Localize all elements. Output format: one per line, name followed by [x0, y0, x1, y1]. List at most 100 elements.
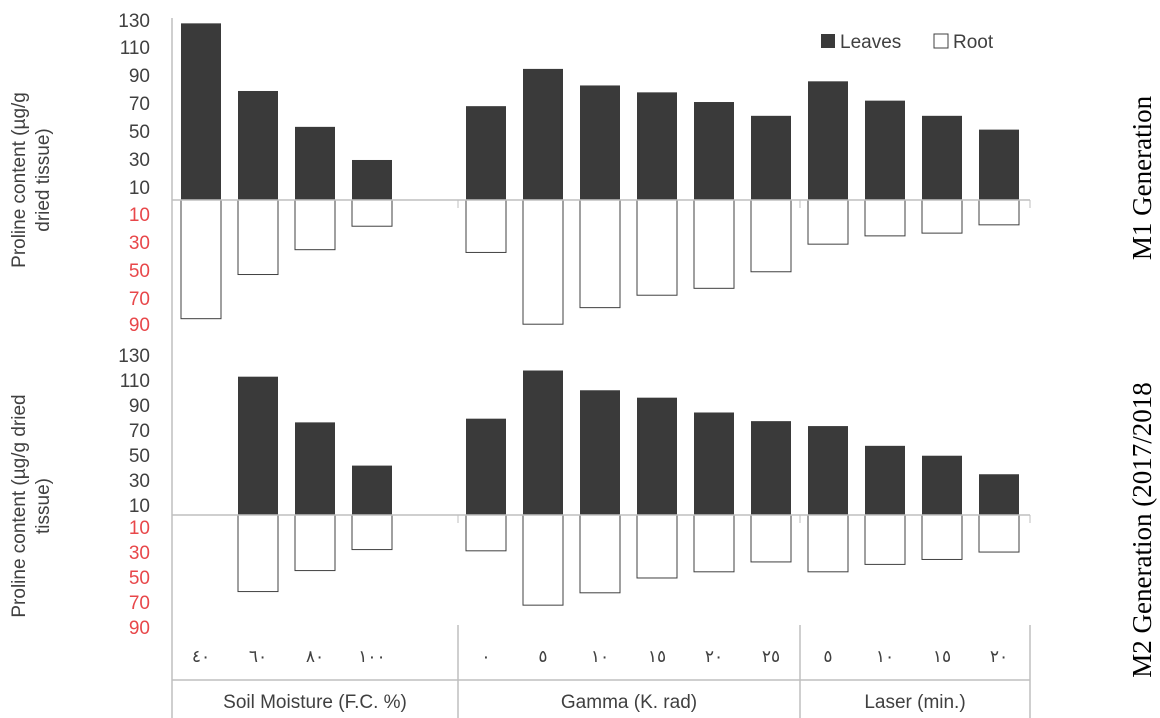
- y-tick-label-negative: 50: [129, 261, 150, 282]
- category-label: ٨٠: [306, 647, 324, 667]
- root-bar: [807, 199, 849, 245]
- root-bar: [921, 199, 963, 234]
- root-bar: [294, 514, 336, 572]
- y-tick-label: 90: [129, 66, 150, 87]
- y-tick-label-negative: 10: [129, 518, 150, 539]
- y-tick-label-negative: 70: [129, 289, 150, 310]
- leaves-bar: [637, 92, 677, 200]
- panel-label: M1 Generation: [1127, 95, 1157, 260]
- leaves-bar: [979, 474, 1019, 515]
- leaves-bar: [295, 126, 335, 200]
- root-bar: [636, 514, 678, 579]
- y-tick-label-negative: 10: [129, 205, 150, 226]
- category-label: ٠: [481, 647, 490, 667]
- y-tick-label-negative: 50: [129, 568, 150, 589]
- y-tick-label: 10: [129, 496, 150, 517]
- root-bar: [978, 514, 1020, 553]
- category-label: ١٥: [648, 647, 666, 667]
- y-tick-label: 90: [129, 396, 150, 417]
- root-bar: [351, 514, 393, 551]
- leaves-bar: [808, 81, 848, 200]
- root-bar: [807, 514, 849, 573]
- root-bar: [864, 514, 906, 565]
- leaves-bar: [238, 90, 278, 200]
- y-tick-label: 30: [129, 471, 150, 492]
- leaves-bar: [523, 370, 563, 515]
- leaves-bar: [694, 102, 734, 200]
- y-tick-label-negative: 70: [129, 593, 150, 614]
- leaves-bar: [922, 115, 962, 200]
- leaves-bar: [466, 106, 506, 200]
- y-tick-label: 10: [129, 178, 150, 199]
- y-tick-label-negative: 90: [129, 315, 150, 336]
- root-bar: [465, 199, 507, 253]
- legend-leaves-swatch: [821, 34, 835, 48]
- y-tick-label-negative: 30: [129, 233, 150, 254]
- y-tick-label: 50: [129, 446, 150, 467]
- root-bar: [522, 514, 564, 606]
- y-tick-label: 130: [118, 11, 150, 32]
- category-label: ٥: [538, 647, 547, 667]
- category-label: ٢٥: [762, 647, 780, 667]
- legend-root-label: Root: [953, 32, 994, 53]
- root-bar: [864, 199, 906, 237]
- leaves-bar: [865, 445, 905, 515]
- root-bar: [522, 199, 564, 325]
- group-label: Soil Moisture (F.C. %): [223, 692, 407, 713]
- legend-leaves-label: Leaves: [840, 32, 901, 53]
- leaves-bar: [751, 115, 791, 200]
- root-bar: [351, 199, 393, 227]
- leaves-bar: [580, 85, 620, 200]
- y-tick-label-negative: 90: [129, 618, 150, 639]
- leaves-bar: [979, 129, 1019, 200]
- y-axis-label: dried tissue): [33, 128, 54, 232]
- leaves-bar: [466, 418, 506, 515]
- leaves-bar: [181, 23, 221, 200]
- y-tick-label: 110: [120, 371, 150, 392]
- leaves-bar: [295, 422, 335, 515]
- root-bar: [750, 514, 792, 563]
- root-bar: [636, 199, 678, 296]
- root-bar: [579, 199, 621, 309]
- leaves-bar: [352, 465, 392, 515]
- y-tick-label: 70: [129, 421, 150, 442]
- y-axis-label: Proline content (µg/g: [9, 92, 30, 268]
- y-tick-label: 50: [129, 122, 150, 143]
- y-tick-label-negative: 30: [129, 543, 150, 564]
- root-bar: [294, 199, 336, 251]
- leaves-bar: [922, 455, 962, 515]
- category-label: ١٠: [591, 647, 609, 667]
- leaves-bar: [808, 426, 848, 515]
- category-label: ١٠: [876, 647, 894, 667]
- y-tick-label: 130: [118, 346, 150, 367]
- leaves-bar: [352, 159, 392, 200]
- y-tick-label: 110: [120, 38, 150, 59]
- root-bar: [921, 514, 963, 560]
- category-label: ٢٠: [705, 647, 723, 667]
- category-label: ٢٠: [990, 647, 1008, 667]
- leaves-bar: [580, 390, 620, 515]
- root-bar: [180, 199, 222, 320]
- category-label: ٤٠: [192, 647, 210, 667]
- leaves-bar: [238, 376, 278, 515]
- category-label: ١٠٠: [358, 647, 385, 667]
- legend-root-swatch: [933, 33, 949, 49]
- root-bar: [750, 199, 792, 273]
- group-label: Laser (min.): [864, 692, 965, 713]
- root-bar: [579, 514, 621, 594]
- leaves-bar: [865, 100, 905, 200]
- root-bar: [465, 514, 507, 552]
- root-bar: [237, 199, 279, 276]
- leaves-bar: [751, 421, 791, 515]
- category-label: ٦٠: [249, 647, 267, 667]
- category-label: ٥: [823, 647, 832, 667]
- root-bar: [978, 199, 1020, 226]
- y-axis-label: Proline content (µg/g dried: [9, 394, 30, 617]
- category-label: ١٥: [933, 647, 951, 667]
- leaves-bar: [637, 397, 677, 515]
- y-axis-label: tissue): [33, 478, 54, 534]
- root-bar: [237, 514, 279, 593]
- root-bar: [693, 514, 735, 573]
- y-tick-label: 30: [129, 150, 150, 171]
